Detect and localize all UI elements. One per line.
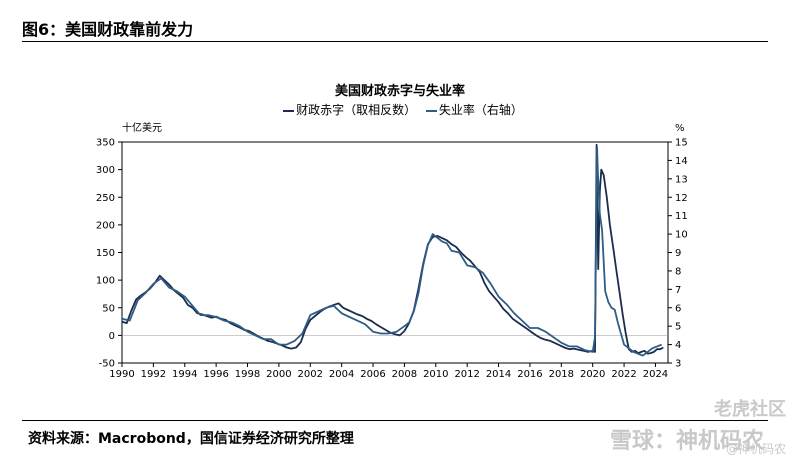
x-tick-label: 2004 — [329, 369, 354, 380]
y-right-tick-label: 12 — [675, 193, 688, 204]
x-tick-label: 2006 — [360, 369, 385, 380]
plot-frame — [121, 141, 669, 364]
y-right-tick-label: 3 — [675, 359, 681, 370]
x-tick-label: 2014 — [486, 369, 511, 380]
unemployment-series-line — [121, 146, 663, 357]
y-left-tick-label: 50 — [102, 303, 115, 314]
x-tick-label: 1996 — [203, 369, 228, 380]
y-left-tick-label: 100 — [96, 276, 115, 287]
y-left-tick-label: 300 — [96, 165, 115, 176]
footer-rule — [22, 420, 768, 421]
y-left-tick-label: 200 — [96, 220, 115, 231]
chart-legend: 财政赤字（取相反数） 失业率（右轴） — [0, 101, 800, 118]
x-tick-label: 1992 — [141, 369, 166, 380]
y-right-tick-label: 5 — [675, 322, 681, 333]
x-tick-label: 2012 — [454, 369, 479, 380]
header-rule — [22, 41, 768, 42]
legend-label-unemployment: 失业率（右轴） — [438, 103, 523, 117]
y-right-tick-label: 4 — [675, 340, 681, 351]
y-left-tick-label: 0 — [109, 331, 115, 342]
y-right-tick-label: 14 — [675, 156, 688, 167]
watermark-line-1: 老虎社区 — [714, 399, 786, 420]
y-right-tick-label: 15 — [675, 138, 688, 149]
deficit-series-line — [121, 143, 664, 355]
figure-header: 图6：美国财政靠前发力 — [22, 20, 194, 39]
y-left-axis-label: 十亿美元 — [122, 121, 162, 134]
legend-label-deficit: 财政赤字（取相反数） — [296, 103, 417, 117]
x-tick-label: 2022 — [611, 369, 636, 380]
legend-swatch-deficit — [283, 109, 295, 112]
x-tick-label: 1998 — [235, 369, 260, 380]
y-right-tick-label: 8 — [675, 266, 681, 277]
y-left-tick-label: 150 — [96, 248, 115, 259]
x-tick-label: 1990 — [109, 369, 134, 380]
x-tick-label: 2010 — [423, 369, 448, 380]
y-right-tick-label: 10 — [675, 230, 688, 241]
x-tick-label: 2016 — [517, 369, 542, 380]
watermark: 老虎社区 雪球：神机码农 @神机码农 — [578, 395, 788, 465]
x-tick-label: 2018 — [549, 369, 574, 380]
y-left-tick-label: 250 — [96, 193, 115, 204]
x-tick-label: 2000 — [266, 369, 291, 380]
y-right-axis-label: % — [675, 123, 685, 134]
source-note: 资料来源：Macrobond，国信证券经济研究所整理 — [28, 431, 354, 447]
watermark-line-2: 雪球：神机码农 — [609, 429, 764, 454]
y-right-tick-label: 7 — [675, 285, 681, 296]
watermark-line-3: @神机码农 — [725, 442, 786, 456]
legend-swatch-unemployment — [425, 109, 437, 112]
chart-title: 美国财政赤字与失业率 — [334, 84, 465, 99]
y-right-tick-label: 13 — [675, 174, 688, 185]
x-tick-label: 2020 — [580, 369, 605, 380]
x-tick-label: 2002 — [298, 369, 323, 380]
x-tick-label: 2008 — [392, 369, 417, 380]
y-right-tick-label: 9 — [675, 248, 681, 259]
y-right-tick-label: 11 — [675, 211, 688, 222]
x-tick-label: 2024 — [643, 369, 668, 380]
y-right-tick-label: 6 — [675, 303, 681, 314]
x-tick-label: 1994 — [172, 369, 197, 380]
y-left-tick-label: -50 — [99, 359, 115, 370]
y-left-tick-label: 350 — [96, 138, 115, 149]
